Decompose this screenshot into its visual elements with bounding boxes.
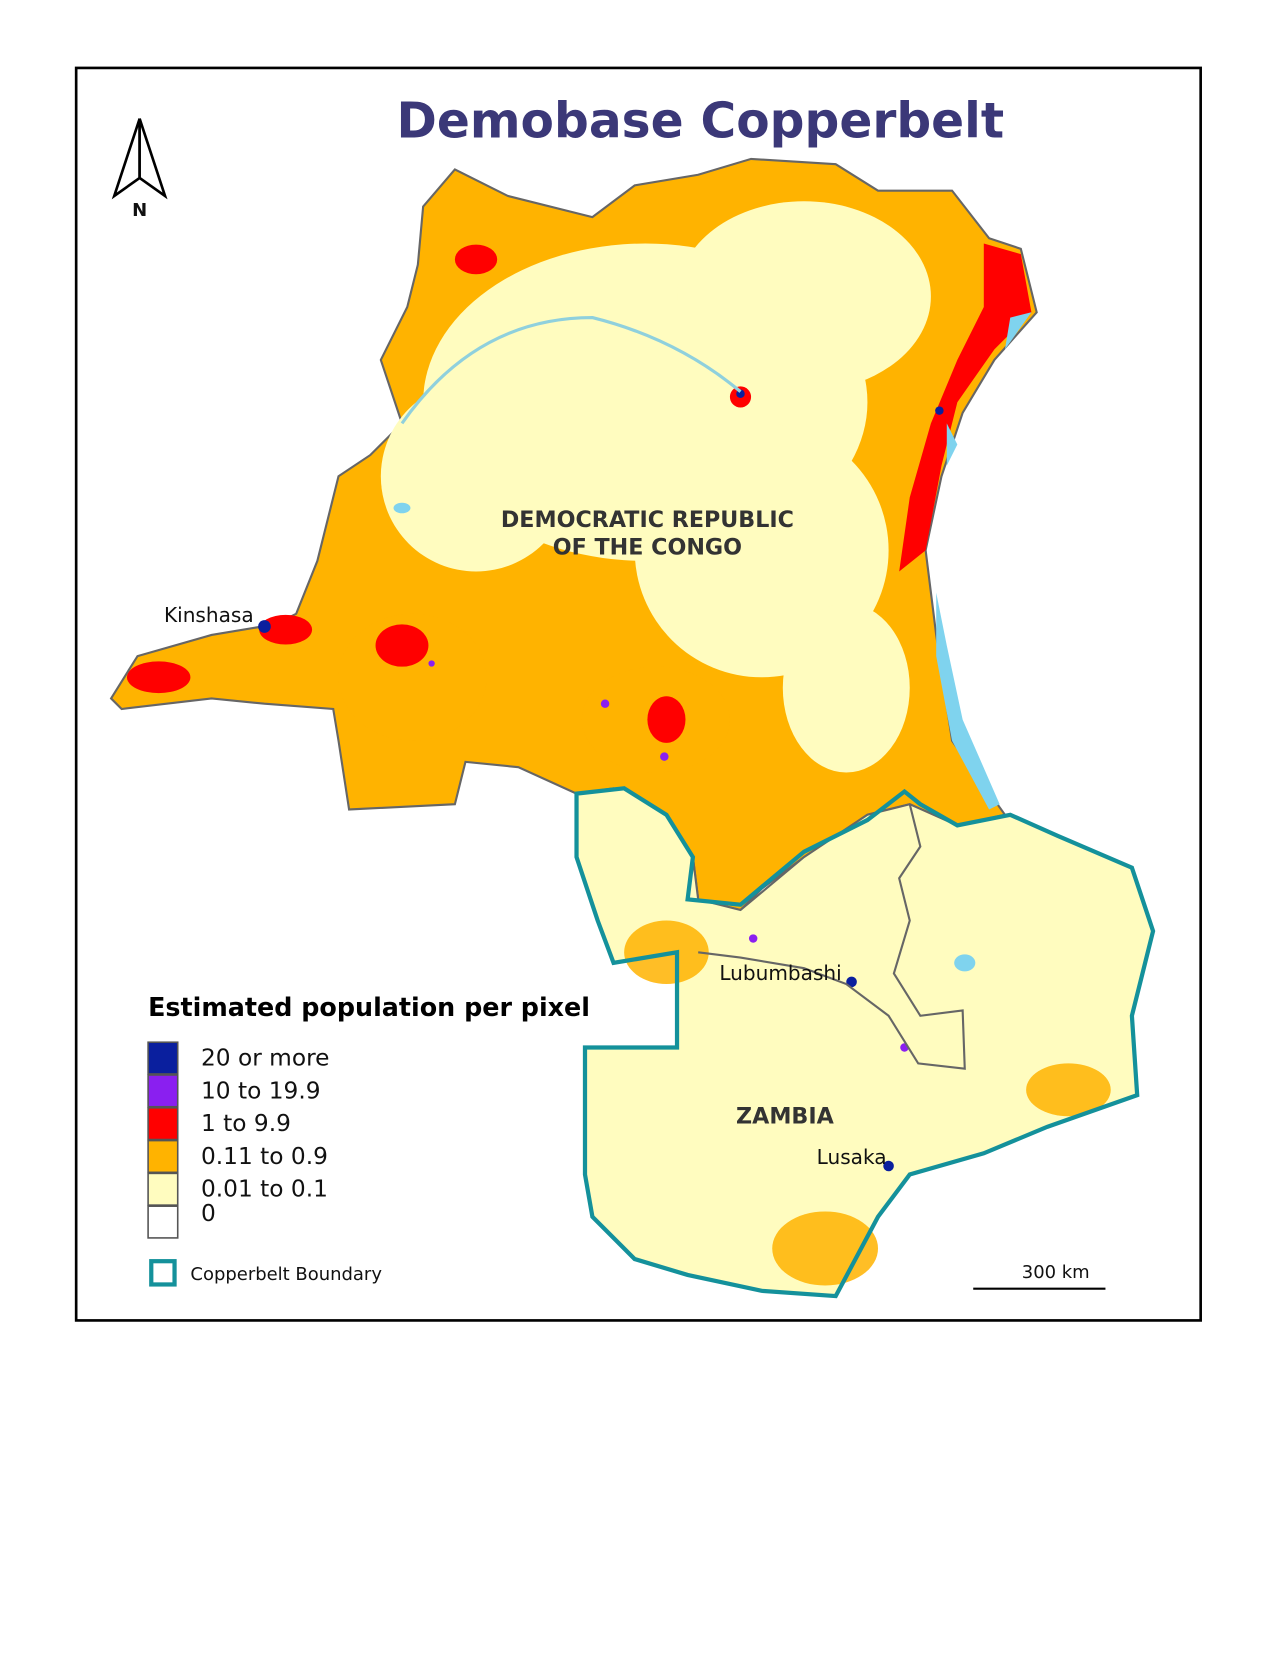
low-density-patches: [380, 201, 931, 773]
legend-swatch: [147, 1107, 179, 1141]
legend-label: 0.11 to 0.9: [201, 1143, 328, 1170]
water-bodies: [393, 312, 1032, 972]
legend-swatch: [147, 1074, 179, 1108]
drc-zambia-border: [698, 803, 966, 1070]
city-label: Kinshasa: [164, 603, 254, 627]
congo-river: [400, 315, 742, 425]
legend-swatch: [147, 1172, 179, 1206]
legend-label: 10 to 19.9: [201, 1077, 321, 1104]
legend-boundary-label: Copperbelt Boundary: [190, 1264, 382, 1285]
north-label: N: [132, 200, 147, 221]
very-high-density-points: [258, 389, 944, 1172]
legend-title: Estimated population per pixel: [148, 992, 590, 1022]
copperbelt-boundary: [574, 786, 1156, 1299]
city-label: Lusaka: [817, 1145, 887, 1169]
legend-boundary-swatch: [149, 1259, 177, 1287]
map-title: Demobase Copperbelt: [396, 94, 1004, 150]
scale-label: 300 km: [1022, 1262, 1090, 1283]
legend-swatch: [147, 1205, 179, 1239]
legend-swatch: [147, 1041, 179, 1075]
country-label: ZAMBIA: [736, 1104, 835, 1130]
legend-label: 20 or more: [201, 1044, 329, 1071]
high-density-zones: [126, 243, 1032, 743]
north-arrow: N: [111, 118, 168, 221]
city-label: Lubumbashi: [719, 961, 841, 985]
legend-label: 0: [201, 1200, 216, 1227]
legend-label: 0.01 to 0.1: [201, 1176, 328, 1203]
country-label: DEMOCRATIC REPUBLIC: [501, 507, 794, 533]
legend-swatch: [147, 1139, 179, 1174]
legend-label: 1 to 9.9: [201, 1110, 291, 1137]
country-label: OF THE CONGO: [553, 535, 742, 561]
